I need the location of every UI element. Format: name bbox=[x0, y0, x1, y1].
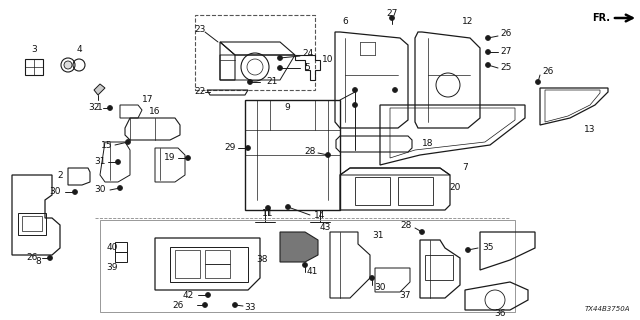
Circle shape bbox=[278, 55, 282, 60]
Circle shape bbox=[202, 302, 207, 308]
Bar bbox=[398, 177, 433, 205]
Bar bbox=[195, 15, 315, 90]
Bar bbox=[22, 216, 42, 231]
Text: 27: 27 bbox=[500, 47, 512, 57]
Text: 17: 17 bbox=[142, 95, 154, 105]
Circle shape bbox=[248, 79, 253, 84]
Circle shape bbox=[115, 159, 120, 164]
Bar bbox=[170, 247, 248, 282]
Text: 21: 21 bbox=[266, 77, 278, 86]
Circle shape bbox=[186, 156, 191, 161]
Circle shape bbox=[326, 153, 330, 157]
Circle shape bbox=[369, 276, 374, 281]
Circle shape bbox=[266, 205, 271, 211]
Circle shape bbox=[536, 79, 541, 84]
Circle shape bbox=[47, 255, 52, 260]
Text: 4: 4 bbox=[76, 45, 82, 54]
Bar bbox=[425, 255, 453, 280]
Polygon shape bbox=[94, 84, 105, 95]
Bar bbox=[355, 177, 390, 205]
Text: 13: 13 bbox=[584, 125, 596, 134]
Text: 22: 22 bbox=[195, 87, 205, 97]
Circle shape bbox=[118, 186, 122, 190]
Text: 28: 28 bbox=[304, 148, 316, 156]
Circle shape bbox=[486, 50, 490, 54]
Circle shape bbox=[353, 102, 358, 108]
Circle shape bbox=[246, 146, 250, 150]
Text: 26: 26 bbox=[26, 253, 38, 262]
Bar bbox=[115, 242, 127, 252]
Text: 10: 10 bbox=[323, 55, 333, 65]
Text: 20: 20 bbox=[449, 183, 461, 193]
Text: 35: 35 bbox=[483, 244, 493, 252]
Text: 33: 33 bbox=[244, 303, 256, 313]
Bar bbox=[100, 220, 515, 312]
Text: 16: 16 bbox=[149, 108, 161, 116]
Text: 6: 6 bbox=[342, 18, 348, 27]
Text: 8: 8 bbox=[35, 258, 41, 267]
Circle shape bbox=[64, 61, 72, 69]
Text: 23: 23 bbox=[195, 26, 205, 35]
Circle shape bbox=[303, 262, 307, 268]
Text: 25: 25 bbox=[500, 63, 512, 73]
Bar bbox=[245, 100, 340, 210]
Circle shape bbox=[205, 292, 211, 298]
Circle shape bbox=[125, 140, 131, 145]
Polygon shape bbox=[280, 232, 318, 262]
Circle shape bbox=[108, 106, 113, 110]
Bar bbox=[205, 250, 230, 264]
Text: 30: 30 bbox=[374, 284, 386, 292]
Text: 30: 30 bbox=[94, 186, 106, 195]
Circle shape bbox=[232, 302, 237, 308]
Text: 28: 28 bbox=[400, 221, 412, 230]
Text: 18: 18 bbox=[422, 140, 434, 148]
Text: 29: 29 bbox=[224, 143, 236, 153]
Bar bbox=[205, 264, 230, 278]
Text: 15: 15 bbox=[101, 140, 113, 149]
Circle shape bbox=[353, 87, 358, 92]
Circle shape bbox=[465, 247, 470, 252]
Circle shape bbox=[486, 62, 490, 68]
Text: 26: 26 bbox=[172, 300, 184, 309]
Text: 31: 31 bbox=[94, 157, 106, 166]
Text: 12: 12 bbox=[462, 18, 474, 27]
Text: 24: 24 bbox=[302, 50, 314, 59]
Text: 36: 36 bbox=[494, 309, 506, 318]
Bar bbox=[175, 250, 200, 278]
Text: 40: 40 bbox=[106, 244, 118, 252]
Text: 11: 11 bbox=[262, 210, 274, 219]
Text: 26: 26 bbox=[542, 68, 554, 76]
Text: 41: 41 bbox=[307, 268, 317, 276]
Text: 9: 9 bbox=[284, 103, 290, 113]
Text: 7: 7 bbox=[462, 164, 468, 172]
Text: TX44B3750A: TX44B3750A bbox=[584, 306, 630, 312]
Text: 19: 19 bbox=[164, 154, 176, 163]
Circle shape bbox=[486, 36, 490, 41]
Bar bbox=[18, 213, 46, 235]
Text: 5: 5 bbox=[304, 63, 310, 73]
Text: 38: 38 bbox=[256, 255, 268, 265]
Text: 3: 3 bbox=[31, 45, 37, 54]
Circle shape bbox=[392, 87, 397, 92]
Text: 1: 1 bbox=[97, 103, 103, 113]
Text: 37: 37 bbox=[399, 291, 411, 300]
Circle shape bbox=[390, 15, 394, 20]
Text: 26: 26 bbox=[500, 29, 512, 38]
Text: 31: 31 bbox=[372, 230, 384, 239]
Text: 42: 42 bbox=[182, 291, 194, 300]
Text: 30: 30 bbox=[49, 188, 61, 196]
Text: FR.: FR. bbox=[592, 13, 610, 23]
Text: 14: 14 bbox=[314, 211, 326, 220]
Bar bbox=[115, 252, 127, 262]
Circle shape bbox=[419, 229, 424, 235]
Circle shape bbox=[278, 66, 282, 70]
Text: 39: 39 bbox=[106, 263, 118, 273]
Circle shape bbox=[72, 189, 77, 195]
Text: 43: 43 bbox=[319, 223, 331, 233]
Text: 2: 2 bbox=[57, 171, 63, 180]
Circle shape bbox=[285, 204, 291, 210]
Text: 32: 32 bbox=[88, 103, 100, 113]
Bar bbox=[25, 59, 43, 75]
Text: 27: 27 bbox=[387, 10, 397, 19]
